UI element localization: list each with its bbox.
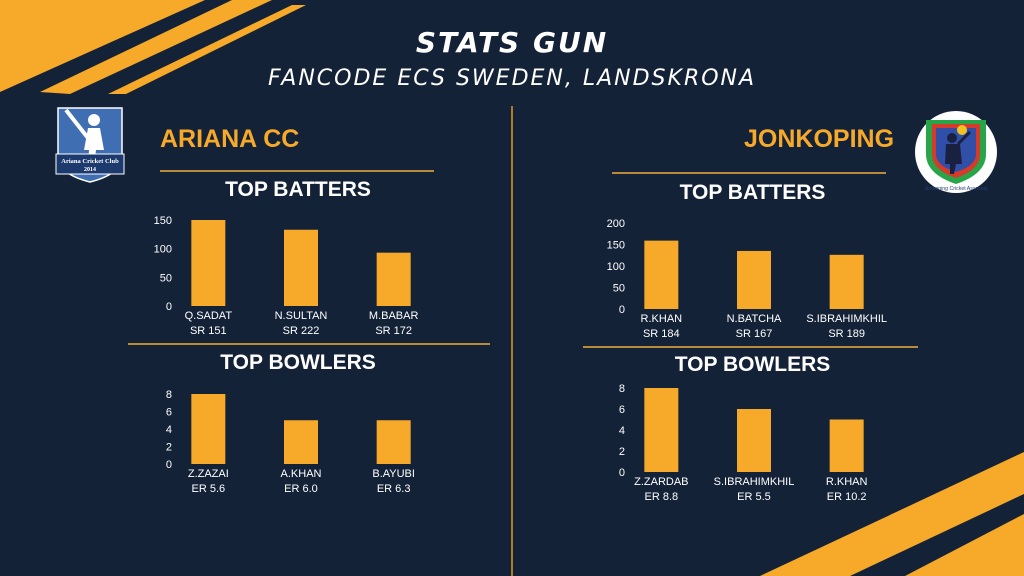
sublabel: ER 6.0 bbox=[284, 483, 318, 495]
y-tick-label: 4 bbox=[619, 425, 625, 437]
bar bbox=[191, 220, 226, 306]
y-tick-label: 0 bbox=[619, 304, 625, 316]
y-tick-label: 100 bbox=[154, 244, 172, 256]
bar bbox=[376, 420, 411, 464]
right-team-name: JONKOPING bbox=[744, 125, 895, 153]
bar bbox=[284, 229, 318, 306]
bar bbox=[829, 419, 864, 472]
category-label: N.SULTAN bbox=[275, 310, 328, 322]
category-label: N.BATCHA bbox=[727, 313, 782, 325]
sublabel: ER 5.6 bbox=[192, 483, 226, 495]
stripe-top-left-2 bbox=[0, 0, 95, 80]
ariana-cc-logo: Ariana Cricket Club 2014 bbox=[55, 107, 125, 183]
right-batters-chart: 0 50 100 150 200 R.KHAN SR 184 N.BATCHA SR 167 S.… bbox=[607, 218, 887, 340]
left-batters-chart: 0 50 100 150 Q.SADAT SR 151 N.SULTAN SR 222 M.BA… bbox=[154, 215, 419, 337]
bar bbox=[191, 394, 226, 464]
category-label: S.IBRAHIMKHIL bbox=[714, 476, 795, 488]
category-label: B.AYUBI bbox=[372, 468, 415, 480]
y-tick-label: 0 bbox=[619, 467, 625, 479]
bar bbox=[829, 254, 864, 309]
category-label: M.BABAR bbox=[369, 310, 419, 322]
y-tick-label: 50 bbox=[613, 283, 625, 295]
jonkoping-logo-text: Jonkoping Cricket Associati bbox=[924, 186, 987, 192]
category-label: Z.ZAZAI bbox=[188, 468, 229, 480]
stripe-bottom-right-2 bbox=[905, 514, 1024, 576]
sublabel: ER 6.3 bbox=[377, 483, 411, 495]
y-tick-label: 150 bbox=[154, 215, 172, 227]
ariana-logo-year: 2014 bbox=[84, 167, 96, 173]
y-tick-label: 0 bbox=[166, 459, 172, 471]
y-tick-label: 100 bbox=[607, 261, 625, 273]
left-batters-title: TOP BATTERS bbox=[225, 178, 371, 201]
category-label: Z.ZARDAB bbox=[634, 476, 688, 488]
category-label: R.KHAN bbox=[826, 476, 868, 488]
right-batters-title: TOP BATTERS bbox=[679, 181, 826, 204]
right-bowlers-chart: 0 2 4 6 8 Z.ZARDAB ER 8.8 S.IBRAHIMKHIL ER 5.5 R.… bbox=[619, 383, 868, 503]
sublabel: ER 10.2 bbox=[827, 491, 867, 503]
sublabel: SR 172 bbox=[375, 325, 412, 337]
bar bbox=[737, 409, 771, 472]
y-tick-label: 6 bbox=[619, 404, 625, 416]
category-label: R.KHAN bbox=[641, 313, 683, 325]
sublabel: SR 189 bbox=[828, 328, 865, 340]
center-divider bbox=[511, 106, 513, 576]
left-team-name: ARIANA CC bbox=[160, 125, 300, 153]
left-bowlers-title: TOP BOWLERS bbox=[220, 351, 376, 374]
bar bbox=[737, 250, 771, 309]
stripe-top-left-4 bbox=[108, 5, 306, 94]
sublabel: SR 167 bbox=[736, 328, 773, 340]
ariana-logo-text: Ariana Cricket Club bbox=[61, 158, 119, 165]
sublabel: ER 8.8 bbox=[645, 491, 679, 503]
y-tick-label: 2 bbox=[166, 442, 172, 454]
stripe-bottom-right-3 bbox=[840, 470, 1024, 552]
category-label: Q.SADAT bbox=[185, 310, 233, 322]
left-section-divider bbox=[128, 343, 490, 345]
y-tick-label: 150 bbox=[607, 240, 625, 252]
category-label: A.KHAN bbox=[281, 468, 322, 480]
category-label: S.IBRAHIMKHIL bbox=[806, 313, 887, 325]
left-team-underline bbox=[160, 170, 434, 172]
bar bbox=[376, 252, 411, 306]
y-tick-label: 8 bbox=[619, 383, 625, 395]
sublabel: SR 184 bbox=[643, 328, 680, 340]
y-tick-label: 6 bbox=[166, 407, 172, 419]
y-tick-label: 200 bbox=[607, 218, 625, 230]
sublabel: SR 222 bbox=[283, 325, 320, 337]
right-section-divider bbox=[583, 346, 918, 348]
bar bbox=[644, 388, 679, 472]
page-title: STATS GUN bbox=[415, 26, 609, 59]
y-tick-label: 2 bbox=[619, 446, 625, 458]
y-tick-label: 0 bbox=[166, 301, 172, 313]
sublabel: ER 5.5 bbox=[737, 491, 771, 503]
right-bowlers-title: TOP BOWLERS bbox=[674, 353, 831, 376]
bar bbox=[644, 240, 679, 309]
page-subtitle: FANCODE ECS SWEDEN, LANDSKRONA bbox=[267, 66, 757, 91]
jonkoping-logo: Jonkoping Cricket Associati bbox=[915, 111, 997, 193]
sublabel: SR 151 bbox=[190, 325, 227, 337]
stripe-bottom-right-1 bbox=[760, 452, 1024, 576]
y-tick-label: 8 bbox=[166, 389, 172, 401]
y-tick-label: 4 bbox=[166, 424, 172, 436]
y-tick-label: 50 bbox=[160, 272, 172, 284]
bar bbox=[284, 420, 318, 464]
right-team-underline bbox=[612, 172, 886, 174]
stripe-top-left-3 bbox=[40, 0, 272, 94]
left-bowlers-chart: 0 2 4 6 8 Z.ZAZAI ER 5.6 A.KHAN ER 6.0 B.AYUBI ER … bbox=[166, 389, 415, 495]
